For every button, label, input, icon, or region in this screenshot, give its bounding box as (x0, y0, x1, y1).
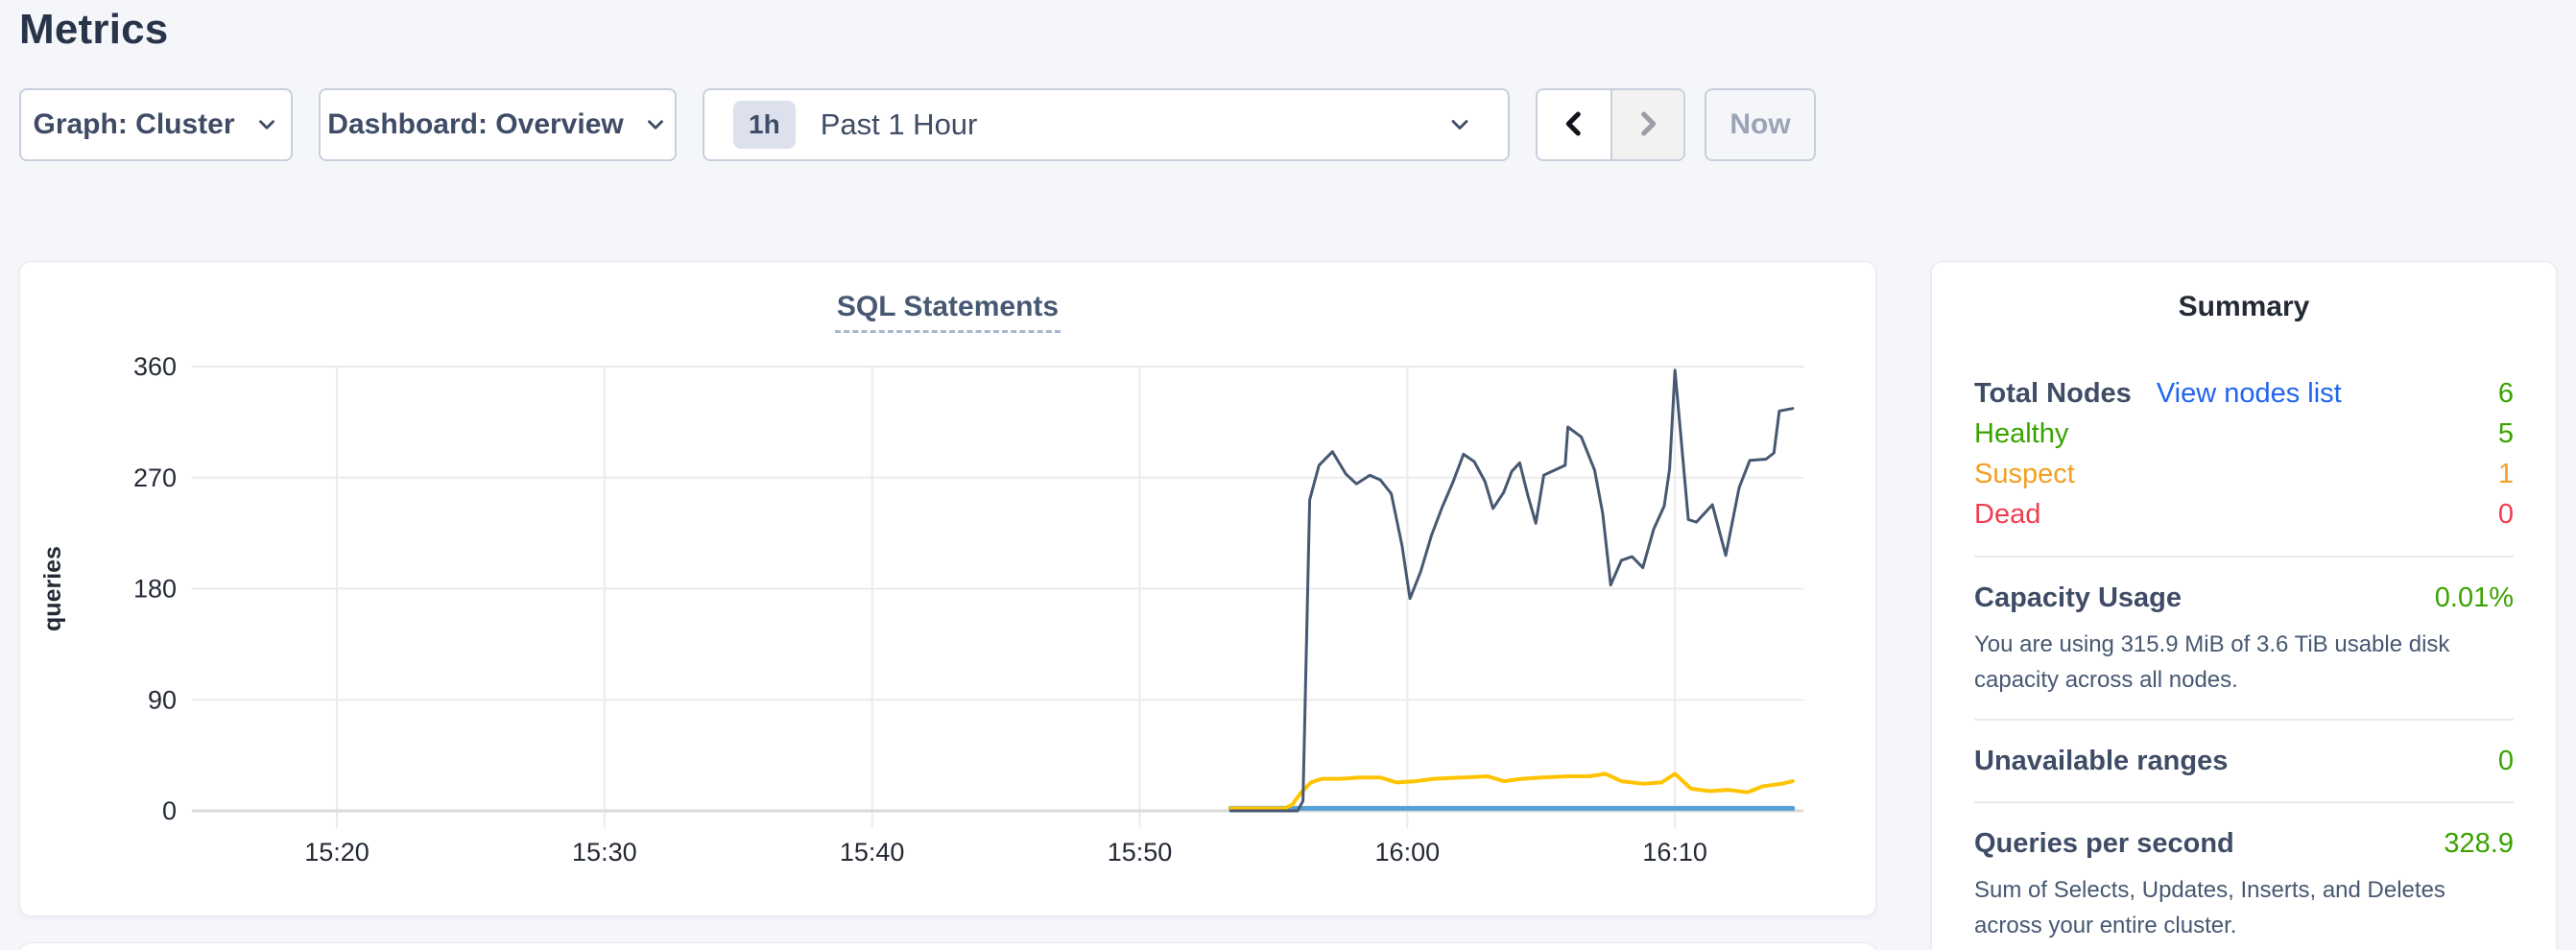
dead-label: Dead (1974, 499, 2041, 530)
time-window-label: Past 1 Hour (820, 107, 978, 141)
svg-text:queries: queries (39, 546, 66, 631)
svg-text:16:10: 16:10 (1642, 838, 1707, 867)
svg-text:360: 360 (133, 352, 177, 381)
time-pager (1536, 88, 1685, 161)
now-button[interactable]: Now (1705, 88, 1816, 161)
divider (1974, 556, 2514, 558)
total-nodes-value: 6 (2497, 378, 2514, 409)
charts-column: SQL Statements 15:20 15:30 15:40 15:50 16:00… (19, 261, 1876, 950)
chevron-down-icon (643, 112, 668, 137)
capacity-usage-description: You are using 315.9 MiB of 3.6 TiB usabl… (1974, 631, 2450, 693)
time-forward-button[interactable] (1610, 90, 1683, 159)
sql-statements-chart[interactable]: 15:20 15:30 15:40 15:50 16:00 16:10 0 90 180 270 3… (20, 262, 1877, 917)
svg-text:16:00: 16:00 (1375, 838, 1441, 867)
unavailable-ranges-value: 0 (2497, 746, 2514, 776)
chart-title-wrap: SQL Statements (20, 262, 1875, 333)
dead-value: 0 (2497, 499, 2514, 530)
time-window-badge: 1h (733, 101, 796, 149)
queries-per-second-value: 328.9 (2444, 828, 2514, 859)
suspect-nodes-row: Suspect 1 (1974, 454, 2514, 494)
graph-scope-label: Graph: Cluster (33, 108, 235, 140)
capacity-usage-value: 0.01% (2434, 582, 2514, 613)
healthy-label: Healthy (1974, 418, 2069, 449)
queries-per-second-row: Queries per second 328.9 (1974, 824, 2514, 863)
dead-nodes-row: Dead 0 (1974, 494, 2514, 534)
page-title: Metrics (19, 6, 169, 53)
capacity-usage-label: Capacity Usage (1974, 582, 2182, 613)
chevron-down-icon (254, 112, 279, 137)
svg-text:90: 90 (148, 685, 177, 714)
suspect-value: 1 (2497, 459, 2514, 489)
healthy-nodes-row: Healthy 5 (1974, 414, 2514, 454)
svg-text:270: 270 (133, 463, 177, 492)
total-nodes-label: Total Nodes (1974, 378, 2132, 409)
view-nodes-list-link[interactable]: View nodes list (2156, 378, 2342, 409)
svg-text:15:20: 15:20 (304, 838, 370, 867)
queries-per-second-description: Sum of Selects, Updates, Inserts, and De… (1974, 877, 2445, 938)
chevron-right-icon (1632, 105, 1664, 146)
divider (1974, 801, 2514, 803)
svg-text:15:40: 15:40 (840, 838, 905, 867)
svg-text:0: 0 (162, 796, 177, 825)
controls-toolbar: Graph: Cluster Dashboard: Overview 1h Pa… (19, 88, 2557, 161)
summary-panel: Summary Total Nodes View nodes list 6 He… (1931, 261, 2557, 950)
capacity-usage-row: Capacity Usage 0.01% (1974, 579, 2514, 617)
suspect-label: Suspect (1974, 459, 2075, 489)
healthy-value: 5 (2497, 418, 2514, 449)
graph-scope-dropdown[interactable]: Graph: Cluster (19, 88, 293, 161)
svg-text:15:50: 15:50 (1108, 838, 1173, 867)
unavailable-ranges-row: Unavailable ranges 0 (1974, 742, 2514, 780)
content-area: SQL Statements 15:20 15:30 15:40 15:50 16:00… (19, 261, 2557, 950)
chevron-left-icon (1558, 105, 1590, 146)
dashboard-dropdown[interactable]: Dashboard: Overview (319, 88, 677, 161)
time-backward-button[interactable] (1538, 90, 1610, 159)
svg-text:180: 180 (133, 575, 177, 604)
divider (1974, 719, 2514, 721)
dashboard-label: Dashboard: Overview (327, 108, 624, 140)
total-nodes-row: Total Nodes View nodes list 6 (1974, 373, 2514, 414)
queries-per-second-label: Queries per second (1974, 828, 2234, 859)
chevron-down-icon (1446, 111, 1473, 138)
svg-text:15:30: 15:30 (572, 838, 637, 867)
next-chart-card (19, 942, 1876, 950)
unavailable-ranges-label: Unavailable ranges (1974, 746, 2229, 776)
time-window-picker[interactable]: 1h Past 1 Hour (703, 88, 1510, 161)
chart-title[interactable]: SQL Statements (834, 291, 1061, 333)
sql-statements-chart-card: SQL Statements 15:20 15:30 15:40 15:50 16:00… (19, 261, 1876, 916)
summary-title: Summary (2178, 291, 2310, 322)
